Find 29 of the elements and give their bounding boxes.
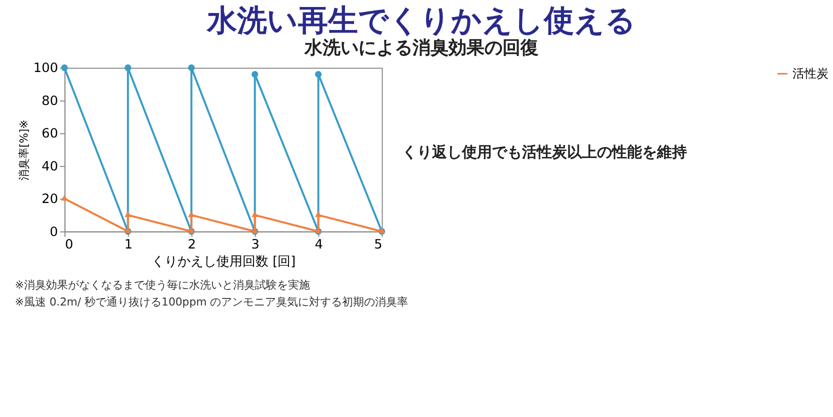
point	[124, 211, 132, 217]
y-tick-label: 80	[42, 94, 58, 109]
point	[61, 194, 68, 201]
y-tick-label: 60	[42, 126, 58, 142]
y-tick-label: 100	[33, 61, 58, 76]
chart-title: 水洗い再生でくりかえし使える	[206, 4, 636, 39]
point	[252, 211, 258, 217]
y-tick-label: 0	[50, 224, 58, 240]
x-tick-label: 4	[314, 238, 323, 253]
point	[252, 70, 258, 78]
y-axis-title: 消臭率[%]※	[17, 120, 30, 181]
y-tick-label: 20	[42, 192, 58, 208]
legend-label: 活性炭	[792, 66, 828, 81]
text: くり返し使用でも活性炭以上の性能を維持	[402, 143, 687, 162]
text: 水洗いによる消臭効果の回復	[303, 37, 538, 58]
x-tick-label: 2	[188, 238, 196, 253]
point	[188, 64, 195, 72]
point	[315, 70, 322, 78]
x-tick-label: 0	[64, 238, 74, 253]
x-axis-title: くりかえし使用回数 [回]	[152, 254, 296, 270]
text: ※風速 0.2m/ 秒で通り抜ける100ppm のアンモニア臭気に対する初期の消臭率	[14, 295, 408, 308]
point	[188, 211, 195, 217]
point	[124, 64, 132, 72]
x-tick-label: 3	[251, 238, 260, 253]
x-tick-label: 5	[374, 238, 382, 253]
point	[315, 211, 322, 217]
y-tick-label: 40	[42, 159, 58, 174]
x-tick-label: 1	[124, 238, 133, 253]
text: ※消臭効果がなくなるまで使う毎に水洗いと消臭試験を実施	[14, 278, 310, 292]
